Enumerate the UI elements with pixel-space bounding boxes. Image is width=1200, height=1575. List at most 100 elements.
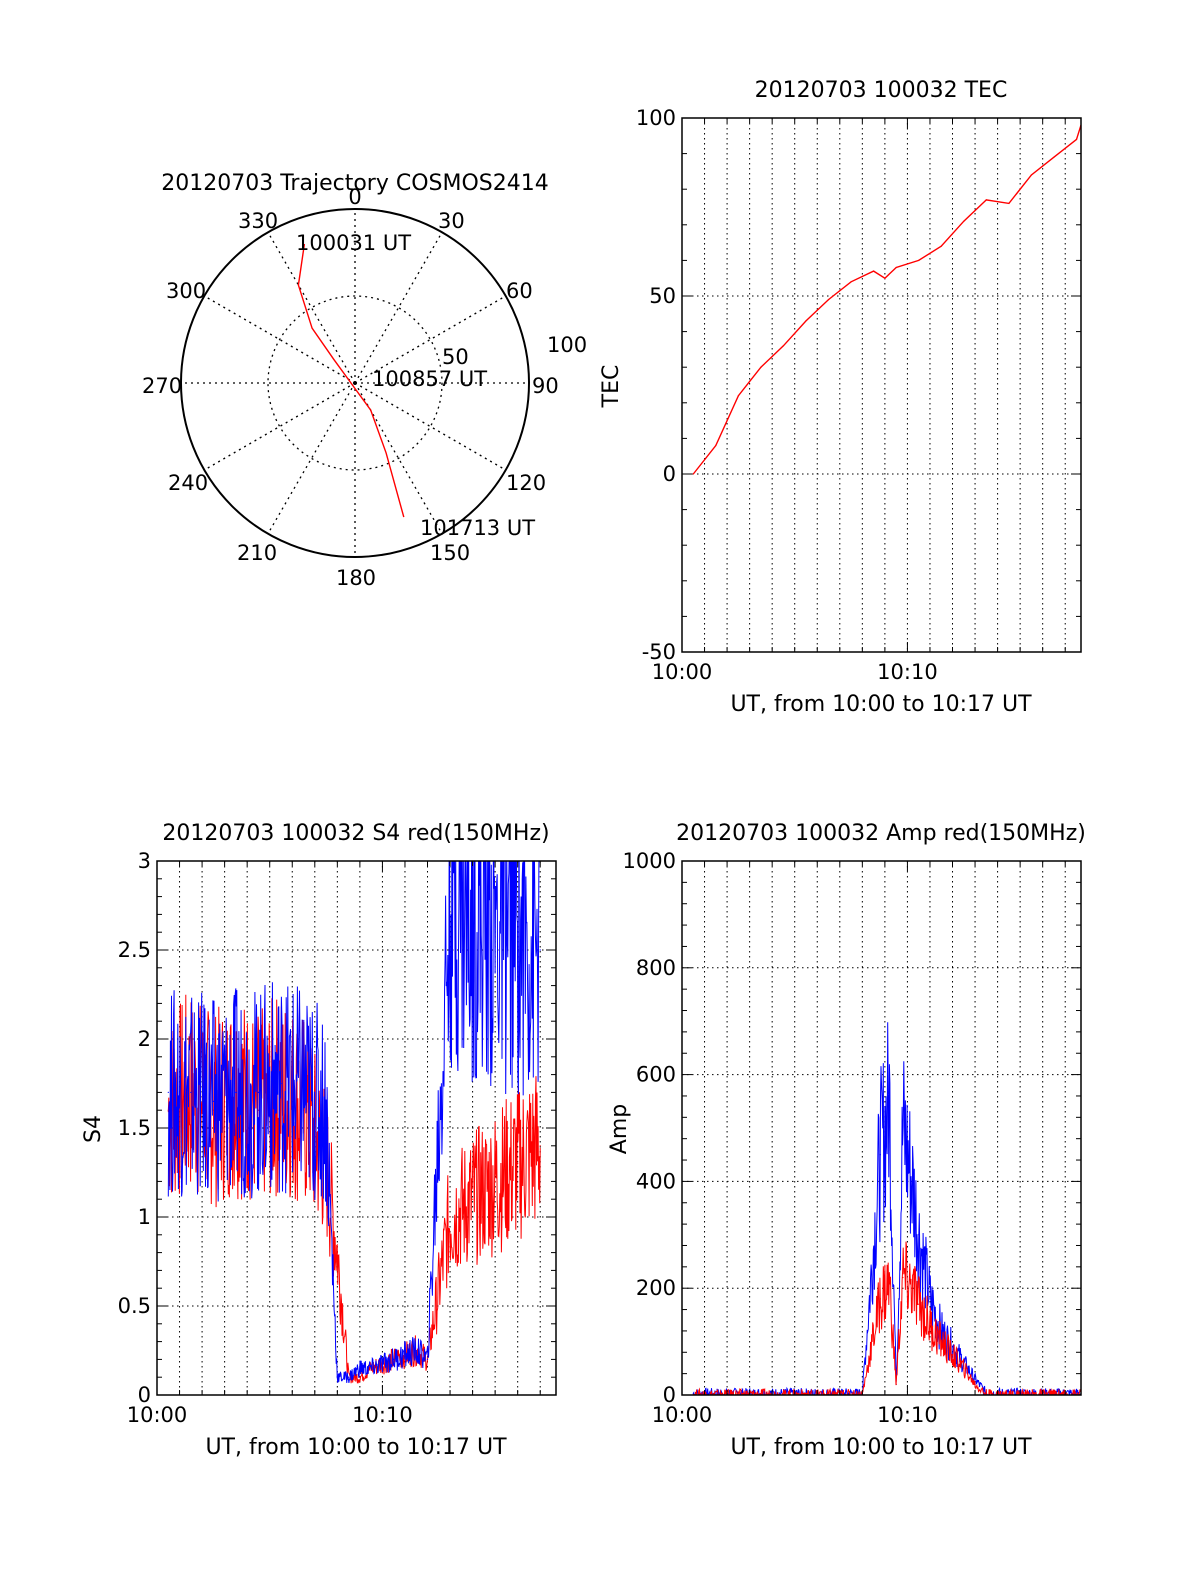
plot-frame — [681, 117, 1082, 653]
series-line — [692, 124, 1081, 475]
plot-frame — [681, 860, 1082, 1396]
series-line — [692, 1022, 1081, 1395]
y-tick-label: 1000 — [623, 849, 676, 873]
s4-panel: 20120703 100032 S4 red(150MHz) UT, from … — [81, 821, 557, 1460]
polar-angle-label: 180 — [336, 566, 376, 590]
x-tick-label: 10:10 — [877, 1403, 938, 1427]
data-point — [902, 1127, 904, 1129]
polar-spoke — [354, 295, 507, 384]
data-point — [393, 1358, 395, 1360]
series-1 — [692, 1241, 1081, 1395]
data-point — [325, 1109, 327, 1111]
data-point — [539, 1145, 541, 1147]
x-tick-label: 10:00 — [127, 1403, 188, 1427]
trajectory-mid-time: 100857 UT — [372, 367, 487, 391]
data-point — [951, 1354, 954, 1356]
data-point — [929, 1298, 931, 1300]
data-point — [805, 320, 807, 322]
data-point — [974, 1383, 976, 1385]
x-tick-label: 10:00 — [652, 660, 713, 684]
tec-title: 20120703 100032 TEC — [755, 78, 1008, 103]
data-point — [884, 277, 886, 279]
radial-label-50: 50 — [442, 345, 469, 369]
y-tick-label: -50 — [642, 640, 676, 664]
data-point — [918, 1234, 920, 1236]
data-point — [895, 1383, 897, 1385]
data-point — [280, 1082, 282, 1085]
trajectory-polar-plot: 20120703 Trajectory COSMOS2414 0 30 60 90 12… — [142, 171, 587, 590]
polar-spoke — [203, 295, 356, 384]
data-point — [963, 220, 965, 222]
polar-angle-label: 150 — [430, 541, 470, 565]
data-point — [167, 1091, 169, 1093]
trajectory-end-time: 101713 UT — [420, 516, 535, 540]
trajectory-title: 20120703 Trajectory COSMOS2414 — [161, 171, 548, 196]
data-point — [940, 1341, 942, 1343]
s4-title: 20120703 100032 S4 red(150MHz) — [162, 821, 549, 846]
series-0 — [692, 124, 1081, 475]
y-tick-label: 2 — [138, 1027, 151, 1051]
data-point — [873, 270, 875, 272]
amp-ylabel: Amp — [607, 1104, 632, 1154]
y-tick-label: 50 — [649, 284, 676, 308]
tec-xlabel: UT, from 10:00 to 10:17 UT — [730, 692, 1032, 717]
x-tick-label: 10:00 — [652, 1403, 713, 1427]
polar-angle-label: 210 — [237, 541, 277, 565]
data-point — [370, 1367, 372, 1369]
amp-panel: 20120703 100032 Amp red(150MHz) UT, from… — [607, 821, 1086, 1460]
data-point — [190, 1091, 192, 1093]
data-point — [782, 345, 785, 347]
y-tick-label: 800 — [636, 956, 676, 980]
y-tick-label: 400 — [636, 1169, 676, 1193]
data-point — [951, 1346, 954, 1348]
polar-angle-label: 90 — [532, 374, 559, 398]
tec-panel: 20120703 100032 TEC UT, from 10:00 to 10… — [599, 78, 1082, 717]
data-point — [879, 1298, 882, 1300]
y-tick-label: 1 — [138, 1205, 151, 1229]
trajectory-annotations: 100031 UT 100857 UT 101713 UT — [296, 231, 535, 540]
polar-spoke — [354, 231, 443, 384]
data-point — [929, 1325, 931, 1327]
trajectory-path — [297, 243, 405, 518]
polar-angle-label: 300 — [166, 279, 206, 303]
data-point — [911, 1180, 913, 1182]
data-point — [494, 931, 496, 933]
polar-spoke — [354, 382, 507, 471]
data-point — [336, 1252, 338, 1254]
data-point — [359, 1376, 361, 1378]
polar-angle-label: 0 — [348, 185, 361, 209]
data-point — [692, 1392, 694, 1394]
data-point — [472, 913, 474, 916]
data-point — [449, 1216, 451, 1218]
data-point — [888, 1100, 891, 1102]
data-point — [911, 1287, 913, 1289]
data-point — [888, 1282, 891, 1284]
polar-inner-ring — [267, 295, 443, 471]
data-point — [850, 281, 852, 283]
polar-spoke — [267, 382, 356, 535]
data-point — [426, 1358, 429, 1360]
data-point — [760, 366, 762, 368]
data-point — [1075, 138, 1078, 140]
data-point — [539, 949, 541, 951]
data-point — [517, 1163, 519, 1165]
data-point — [257, 1091, 259, 1093]
y-tick-label: 3 — [138, 849, 151, 873]
x-tick-label: 10:10 — [877, 660, 938, 684]
data-point — [918, 259, 920, 261]
data-point — [302, 1091, 305, 1093]
data-point — [1030, 174, 1032, 176]
data-point — [985, 199, 987, 201]
y-tick-label: 0 — [138, 1383, 151, 1407]
data-point — [902, 1276, 904, 1279]
data-point — [827, 299, 830, 301]
y-tick-label: 0.5 — [118, 1294, 151, 1318]
polar-angle-label: 30 — [438, 209, 465, 233]
data-point — [895, 266, 897, 269]
tec-ylabel: TEC — [599, 365, 624, 409]
data-point — [348, 1376, 350, 1378]
series-1 — [167, 861, 541, 1383]
y-tick-label: 0 — [663, 462, 676, 486]
y-tick-label: 1.5 — [118, 1116, 151, 1140]
trajectory-start-time: 100031 UT — [296, 231, 411, 255]
